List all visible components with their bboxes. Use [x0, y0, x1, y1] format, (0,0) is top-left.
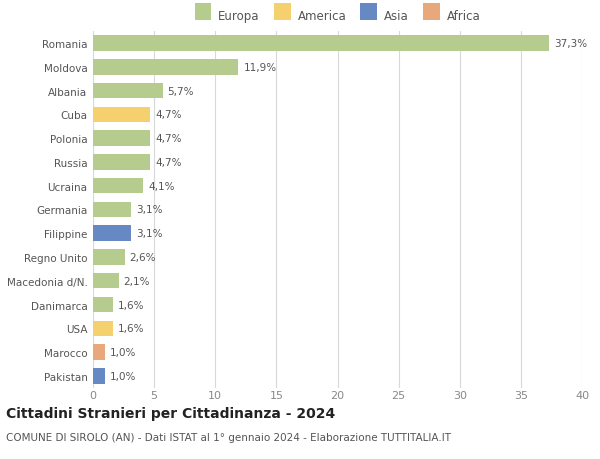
Text: 2,6%: 2,6% — [130, 252, 156, 263]
Text: 3,1%: 3,1% — [136, 229, 162, 239]
Bar — [93, 84, 163, 99]
Text: 4,7%: 4,7% — [155, 110, 182, 120]
Bar — [93, 202, 131, 218]
Text: 4,7%: 4,7% — [155, 134, 182, 144]
Bar — [93, 60, 238, 75]
Bar — [93, 345, 105, 360]
Text: 4,7%: 4,7% — [155, 157, 182, 168]
Bar — [93, 321, 113, 336]
Text: 1,6%: 1,6% — [118, 300, 144, 310]
Text: 1,0%: 1,0% — [110, 347, 136, 357]
Bar — [93, 36, 549, 52]
Bar — [93, 368, 105, 384]
Text: 3,1%: 3,1% — [136, 205, 162, 215]
Bar — [93, 131, 151, 146]
Bar — [93, 297, 113, 313]
Text: 37,3%: 37,3% — [554, 39, 587, 49]
Text: 2,1%: 2,1% — [124, 276, 150, 286]
Text: 11,9%: 11,9% — [244, 63, 277, 73]
Text: COMUNE DI SIROLO (AN) - Dati ISTAT al 1° gennaio 2024 - Elaborazione TUTTITALIA.: COMUNE DI SIROLO (AN) - Dati ISTAT al 1°… — [6, 432, 451, 442]
Text: 5,7%: 5,7% — [167, 86, 194, 96]
Text: 1,0%: 1,0% — [110, 371, 136, 381]
Text: Cittadini Stranieri per Cittadinanza - 2024: Cittadini Stranieri per Cittadinanza - 2… — [6, 406, 335, 420]
Bar — [93, 179, 143, 194]
Bar — [93, 250, 125, 265]
Legend: Europa, America, Asia, Africa: Europa, America, Asia, Africa — [194, 10, 481, 22]
Bar — [93, 226, 131, 241]
Bar — [93, 155, 151, 170]
Bar — [93, 274, 119, 289]
Text: 1,6%: 1,6% — [118, 324, 144, 334]
Text: 4,1%: 4,1% — [148, 181, 175, 191]
Bar — [93, 107, 151, 123]
